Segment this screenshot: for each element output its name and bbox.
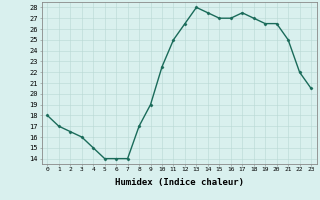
X-axis label: Humidex (Indice chaleur): Humidex (Indice chaleur) [115,178,244,187]
